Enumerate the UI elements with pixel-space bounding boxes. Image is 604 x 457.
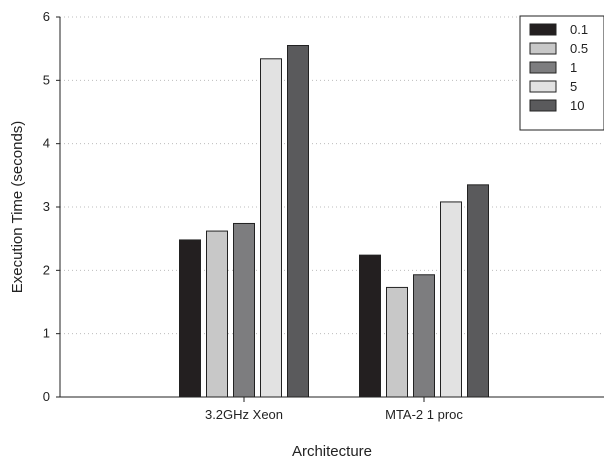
bar-0-series-4 (287, 45, 309, 398)
bar-1-series-1 (386, 286, 408, 398)
bar-0-series-0 (179, 239, 201, 398)
bar-0-series-1 (206, 230, 228, 398)
y-tick-label: 5 (43, 72, 50, 87)
y-tick-label: 3 (43, 199, 50, 214)
legend-label-1: 0.5 (570, 41, 588, 56)
legend-swatch-2 (529, 61, 557, 74)
bar-0-series-3 (260, 58, 282, 398)
y-tick-label: 1 (43, 326, 50, 341)
y-tick-label: 0 (43, 389, 50, 404)
y-axis-label: Execution Time (seconds) (9, 121, 26, 294)
legend-label-0: 0.1 (570, 22, 588, 37)
x-axis-label: Architecture (292, 443, 372, 457)
bar-1-series-3 (440, 201, 462, 398)
x-ticks: 3.2GHz Xeon MTA-2 1 proc (205, 397, 463, 422)
legend-label-2: 1 (570, 60, 577, 75)
bar-0-series-2 (233, 222, 255, 398)
legend: 0.1 0.5 1 5 10 (519, 15, 604, 131)
x-tick-label: 3.2GHz Xeon (205, 407, 283, 422)
bar-1-series-4 (467, 184, 489, 398)
y-tick-label: 4 (43, 136, 50, 151)
legend-label-3: 5 (570, 79, 577, 94)
bar-1-series-2 (413, 274, 435, 398)
legend-swatch-0 (529, 23, 557, 36)
bar-1-series-0 (359, 254, 381, 398)
legend-swatch-4 (529, 99, 557, 112)
x-tick-label: MTA-2 1 proc (385, 407, 463, 422)
y-ticks: 0 1 2 3 4 5 6 (43, 9, 60, 404)
y-tick-label: 6 (43, 9, 50, 24)
legend-label-4: 10 (570, 98, 584, 113)
legend-swatch-1 (529, 42, 557, 55)
y-tick-label: 2 (43, 262, 50, 277)
legend-swatch-3 (529, 80, 557, 93)
gridlines (60, 16, 604, 335)
bars (179, 45, 489, 398)
